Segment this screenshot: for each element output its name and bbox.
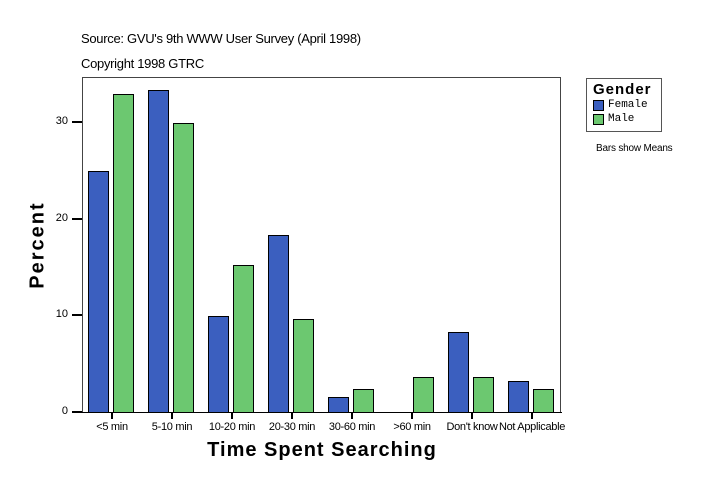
x-axis-line <box>82 412 562 413</box>
bar-male <box>353 389 374 413</box>
legend-title: Gender <box>593 81 652 98</box>
x-tick-label: Don't know <box>446 421 498 433</box>
x-tick <box>111 413 113 419</box>
bars-show-means-note: Bars show Means <box>596 143 673 154</box>
bar-female <box>208 316 229 413</box>
bar-male <box>113 94 134 413</box>
copyright-caption: Copyright 1998 GTRC <box>81 56 204 71</box>
x-tick-label: >60 min <box>393 421 431 433</box>
y-tick-label: 20 <box>55 211 68 224</box>
bar-female <box>88 171 109 413</box>
y-tick-label: 30 <box>55 114 68 127</box>
y-tick-label: 0 <box>61 405 68 417</box>
plot-area <box>82 77 561 412</box>
x-tick <box>531 413 533 419</box>
y-tick-label: 10 <box>55 308 68 321</box>
x-tick-label: 5-10 min <box>151 421 193 433</box>
x-tick-label: 20-30 min <box>268 421 316 433</box>
legend: Gender Female Male <box>586 78 662 132</box>
x-tick-label: <5 min <box>96 421 128 433</box>
bar-male <box>233 265 254 413</box>
x-tick <box>411 413 413 419</box>
y-tick <box>72 314 82 317</box>
bar-male <box>473 377 494 413</box>
male-swatch-icon <box>593 114 604 125</box>
y-tick <box>72 120 82 123</box>
bar-female <box>508 381 529 413</box>
legend-label-male: Male <box>608 113 635 125</box>
x-tick <box>231 413 233 419</box>
legend-label-female: Female <box>608 99 648 111</box>
y-tick <box>72 217 82 220</box>
y-tick <box>72 411 82 413</box>
source-caption: Source: GVU's 9th WWW User Survey (April… <box>81 31 361 46</box>
x-tick-label: 30-60 min <box>328 421 376 433</box>
x-axis-title: Time Spent Searching <box>207 439 437 461</box>
bar-female <box>328 397 349 413</box>
x-tick <box>351 413 353 419</box>
x-tick-label: Not Applicable <box>498 421 566 433</box>
bar-female <box>148 90 169 413</box>
bar-male <box>173 123 194 413</box>
bar-female <box>448 332 469 413</box>
x-tick <box>471 413 473 419</box>
female-swatch-icon <box>593 100 604 111</box>
x-tick <box>291 413 293 419</box>
y-axis-title: Percent <box>26 201 49 289</box>
bar-male <box>293 319 314 413</box>
x-tick <box>171 413 173 419</box>
x-tick-label: 10-20 min <box>208 421 256 433</box>
bar-female <box>268 235 289 413</box>
bar-male <box>533 389 554 413</box>
bar-male <box>413 377 434 413</box>
